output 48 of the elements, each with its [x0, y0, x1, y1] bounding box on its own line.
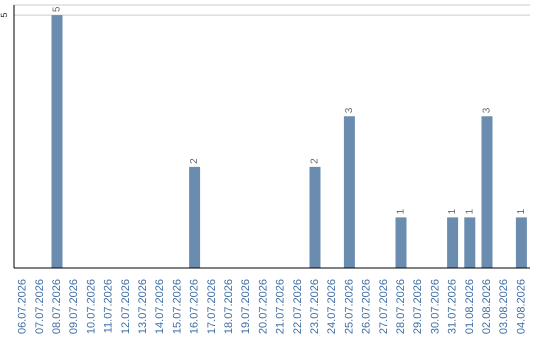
bar	[344, 116, 355, 268]
x-tick-label: 07.07.2026	[34, 279, 46, 334]
x-tick-label: 10.07.2026	[85, 279, 98, 334]
data-label: 3	[481, 107, 492, 114]
x-tick-label: 21.07.2026	[274, 279, 287, 334]
bar	[464, 217, 476, 268]
x-tick-label: 23.07.2026	[309, 279, 321, 334]
bar	[516, 217, 527, 268]
x-tick-label: 06.07.2026	[16, 279, 29, 334]
data-label: 2	[309, 158, 320, 164]
x-tick-label: 22.07.2026	[292, 279, 304, 334]
x-tick-label: 11.07.2026	[102, 279, 115, 334]
x-tick-label: 17.07.2026	[206, 279, 218, 334]
data-label: 1	[516, 208, 527, 214]
x-tick-label: 13.07.2026	[137, 279, 149, 334]
bar	[481, 116, 492, 268]
x-tick-label: 20.07.2026	[257, 279, 270, 334]
x-tick-label: 26.07.2026	[360, 279, 373, 334]
data-label: 1	[447, 208, 458, 214]
bar	[395, 217, 406, 268]
data-label: 3	[344, 107, 355, 114]
x-tick-label: 12.07.2026	[120, 279, 132, 334]
x-tick-label: 19.07.2026	[240, 279, 252, 334]
x-tick-label: 15.07.2026	[171, 279, 184, 334]
x-tick-label: 01.08.2026	[464, 279, 476, 334]
bar	[51, 15, 62, 268]
x-tick-label: 04.08.2026	[515, 279, 528, 334]
x-tick-label: 25.07.2026	[343, 279, 356, 334]
bar	[189, 166, 200, 268]
data-label: 2	[189, 158, 200, 164]
x-tick-label: 03.08.2026	[498, 279, 510, 334]
data-label: 1	[395, 208, 406, 214]
x-tick-label: 18.07.2026	[223, 279, 235, 334]
x-tick-label: 09.07.2026	[68, 279, 80, 334]
x-tick-label: 31.07.2026	[446, 279, 459, 334]
x-tick-label: 24.07.2026	[326, 279, 338, 334]
x-tick-label: 14.07.2026	[154, 279, 166, 334]
x-tick-label: 29.07.2026	[412, 279, 424, 334]
bar	[309, 166, 320, 268]
x-tick-label: 28.07.2026	[395, 279, 407, 334]
data-label: 1	[464, 208, 476, 214]
x-tick-label: 02.08.2026	[481, 279, 493, 334]
x-tick-label: 30.07.2026	[429, 279, 442, 334]
bar	[447, 217, 458, 268]
x-tick-label: 16.07.2026	[188, 279, 201, 334]
x-tick-label: 08.07.2026	[51, 279, 63, 334]
data-label: 5	[51, 6, 62, 12]
x-tick-label: 27.07.2026	[378, 279, 390, 334]
